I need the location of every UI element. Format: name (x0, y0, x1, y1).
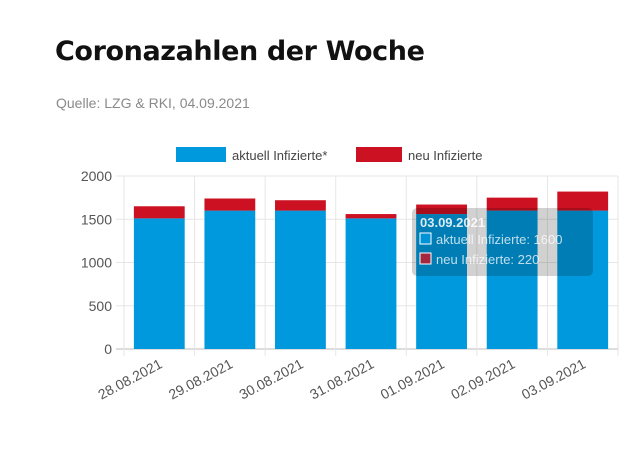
tooltip-box (412, 208, 593, 276)
tooltip-swatch (419, 232, 432, 245)
chart-bars (133, 191, 609, 349)
bar-neu-infizierte (345, 214, 397, 219)
x-axis: 28.08.2021 29.08.2021 30.08.2021 31.08.2021… (95, 355, 588, 402)
source-note: Quelle: LZG & RKI, 04.09.2021 (56, 95, 250, 111)
bar-neu-infizierte (133, 206, 185, 219)
y-tick-label: 500 (89, 298, 113, 314)
page-title: Coronazahlen der Woche (55, 36, 425, 67)
x-tick-label: 28.08.2021 (95, 355, 165, 402)
chart-legend: aktuell Infizierte* neu Infizierte (176, 147, 482, 163)
legend-swatch (356, 147, 402, 162)
legend-label: neu Infizierte (408, 148, 482, 163)
bar-neu-infizierte (275, 200, 326, 211)
y-tick-label: 2000 (81, 168, 112, 184)
bar-neu-infizierte (486, 197, 538, 211)
tooltip-line: aktuell Infizierte: 1600 (436, 232, 562, 247)
legend-label: aktuell Infizierte* (232, 148, 327, 163)
bar-aktuell-infizierte (557, 210, 609, 349)
bar-aktuell-infizierte (275, 210, 326, 349)
tooltip-title: 03.09.2021 (420, 215, 485, 230)
x-tick-label: 03.09.2021 (519, 355, 589, 402)
y-axis: 0 500 1000 1500 2000 (81, 168, 112, 357)
y-tick-label: 1000 (81, 255, 112, 271)
x-tick-label: 30.08.2021 (236, 355, 306, 402)
bar-aktuell-infizierte (204, 210, 256, 349)
chart-tooltip: 03.09.2021 aktuell Infizierte: 1600 neu In… (412, 208, 593, 276)
x-tick-label: 01.09.2021 (378, 355, 448, 402)
x-tick-label: 02.09.2021 (448, 355, 518, 402)
tooltip-line: neu Infizierte: 220 (436, 252, 539, 267)
bar-aktuell-infizierte (345, 218, 397, 349)
bar-neu-infizierte (204, 198, 256, 211)
x-tick-label: 29.08.2021 (166, 355, 236, 402)
bar-neu-infizierte (416, 204, 467, 215)
tooltip-swatch (419, 252, 432, 265)
y-tick-label: 0 (104, 341, 112, 357)
legend-swatch (176, 147, 226, 162)
x-tick-label: 31.08.2021 (307, 355, 377, 402)
bar-aktuell-infizierte (133, 218, 185, 349)
y-tick-label: 1500 (81, 211, 112, 227)
bar-aktuell-infizierte (486, 210, 538, 349)
bar-neu-infizierte (557, 191, 609, 211)
